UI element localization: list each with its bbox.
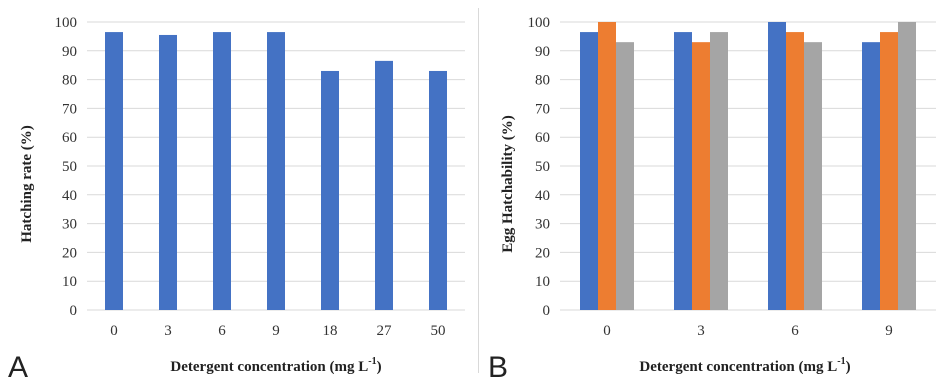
x-tick-label-a-4: 18 — [323, 323, 338, 339]
y-tick-label-b-8: 80 — [535, 73, 550, 89]
y-tick-label-b-10: 100 — [528, 15, 551, 31]
y-tick-label-b-2: 20 — [535, 245, 550, 261]
bar-b-2-2 — [804, 42, 822, 310]
x-tick-label-a-1: 3 — [164, 323, 172, 339]
y-tick-label-a-9: 90 — [62, 44, 77, 60]
y-tick-label-b-3: 30 — [535, 217, 550, 233]
bar-b-2-0 — [768, 22, 786, 310]
x-tick-label-a-5: 27 — [377, 323, 393, 339]
y-tick-label-a-5: 50 — [62, 159, 77, 175]
y-tick-label-a-4: 40 — [62, 188, 77, 204]
chart-b-svg: 0 10 20 30 40 50 60 70 80 90 100 0 3 6 9 Egg Hatchabi… — [488, 15, 936, 379]
bar-a-1-0 — [159, 34, 177, 311]
y-axis-title-a: Hatching rate (%) — [19, 125, 35, 242]
bar-a-2-0 — [213, 32, 231, 311]
y-tick-label-b-5: 50 — [535, 159, 550, 175]
x-ticks-b: 0 3 6 9 — [603, 323, 893, 339]
x-tick-label-a-2: 6 — [218, 323, 226, 339]
x-tick-label-b-1: 3 — [697, 323, 705, 339]
bar-b-2-1 — [786, 32, 804, 311]
bar-a-6-0 — [429, 70, 447, 311]
bar-a-5-0 — [375, 60, 393, 310]
y-tick-label-b-6: 60 — [535, 130, 550, 146]
bar-a-0-0 — [105, 32, 123, 311]
x-axis-title-b-end: ) — [846, 359, 851, 375]
y-tick-label-b-1: 10 — [535, 274, 550, 290]
chart-panel-b: 0 10 20 30 40 50 60 70 80 90 100 0 3 6 9 Egg Hatchabi… — [480, 0, 946, 379]
bar-b-3-0 — [862, 42, 880, 310]
y-tick-label-b-4: 40 — [535, 188, 550, 204]
x-axis-title-b-main: Detergent concentration (mg L — [639, 359, 837, 375]
x-axis-title-a-main: Detergent concentration (mg L — [170, 359, 368, 375]
y-axis-title-b: Egg Hatchability (%) — [500, 115, 516, 253]
y-tick-label-a-0: 0 — [70, 303, 78, 319]
bar-b-0-1 — [598, 22, 616, 310]
x-tick-label-b-2: 6 — [791, 323, 799, 339]
bars-a — [105, 32, 447, 311]
x-tick-label-b-3: 9 — [885, 323, 893, 339]
y-tick-label-a-3: 30 — [62, 217, 77, 233]
panel-label-a: A — [8, 351, 28, 379]
x-axis-title-b-sup: -1 — [837, 356, 845, 367]
y-tick-label-a-10: 100 — [55, 15, 78, 31]
chart-panel-a: 0 10 20 30 40 50 60 70 80 90 100 0 3 6 9 18 27 50 Hatchi… — [8, 15, 465, 379]
y-tick-label-a-7: 70 — [62, 101, 77, 117]
x-tick-label-b-0: 0 — [603, 323, 611, 339]
y-ticks-b: 0 10 20 30 40 50 60 70 80 90 100 — [528, 15, 551, 319]
bars-b — [580, 22, 916, 311]
bar-b-1-1 — [692, 42, 710, 310]
x-axis-title-a: Detergent concentration (mg L-1) — [170, 356, 381, 375]
y-tick-label-b-9: 90 — [535, 44, 550, 60]
x-ticks-a: 0 3 6 9 18 27 50 — [110, 323, 445, 339]
bar-a-3-0 — [267, 32, 285, 311]
x-axis-title-b: Detergent concentration (mg L-1) — [639, 356, 850, 375]
chart-a-svg: 0 10 20 30 40 50 60 70 80 90 100 0 3 6 9 18 27 50 Hatchi… — [8, 15, 465, 379]
bar-a-4-0 — [321, 70, 339, 311]
y-tick-label-a-1: 10 — [62, 274, 77, 290]
panel-label-b: B — [488, 351, 508, 379]
y-tick-label-b-0: 0 — [543, 303, 551, 319]
x-tick-label-a-3: 9 — [272, 323, 280, 339]
y-tick-label-a-8: 80 — [62, 73, 77, 89]
y-tick-label-a-6: 60 — [62, 130, 77, 146]
bar-b-1-2 — [710, 32, 728, 311]
bar-b-3-1 — [880, 32, 898, 311]
bar-b-0-2 — [616, 42, 634, 310]
y-tick-label-a-2: 20 — [62, 245, 77, 261]
bar-b-3-2 — [898, 22, 916, 310]
bar-b-1-0 — [674, 32, 692, 311]
y-tick-label-b-7: 70 — [535, 101, 550, 117]
panel-divider — [478, 8, 479, 373]
x-axis-title-a-sup: -1 — [368, 356, 376, 367]
x-tick-label-a-6: 50 — [431, 323, 446, 339]
x-axis-title-a-end: ) — [377, 359, 382, 375]
y-ticks-a: 0 10 20 30 40 50 60 70 80 90 100 — [55, 15, 78, 319]
x-tick-label-a-0: 0 — [110, 323, 118, 339]
bar-b-0-0 — [580, 32, 598, 311]
